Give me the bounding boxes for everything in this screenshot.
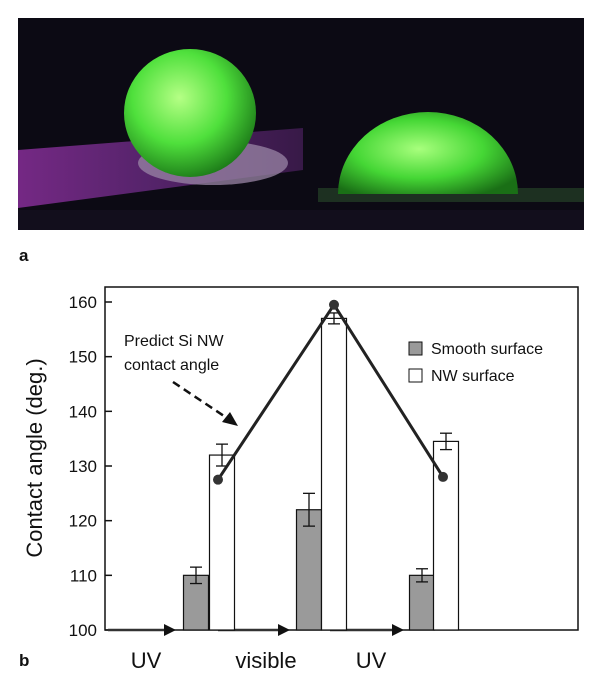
y-tick-label: 110 <box>70 566 97 585</box>
annotation-dashed-arrow <box>172 380 231 422</box>
annotation-arrowhead <box>222 412 238 426</box>
bars <box>182 317 460 631</box>
bar-nw-surface <box>432 440 460 631</box>
x-category-label: UV <box>356 648 387 673</box>
y-tick-label: 100 <box>69 621 97 640</box>
x-axis-categories: UV visible UV <box>131 648 387 673</box>
y-axis-ticks: 100 110 120 130 140 150 160 <box>69 293 112 640</box>
bar-smooth-surface <box>295 509 323 631</box>
contact-angle-chart: 100 110 120 130 140 150 160 Contact angle (deg… <box>22 286 579 673</box>
annotation-line-2: contact angle <box>124 357 219 374</box>
x-category-label: visible <box>235 648 296 673</box>
legend-label-nw: NW surface <box>431 368 515 385</box>
bar-smooth-surface <box>408 574 436 631</box>
water-droplets-photo <box>18 18 584 230</box>
prediction-point <box>329 299 339 310</box>
annotation-line-1: Predict Si NW <box>124 333 224 350</box>
legend-swatch-smooth <box>408 341 423 356</box>
y-tick-label: 120 <box>69 512 97 531</box>
y-tick-label: 130 <box>69 457 97 476</box>
panel-a-label: a <box>19 246 29 265</box>
axis-arrows <box>108 624 404 636</box>
prediction-point <box>213 474 223 485</box>
y-tick-label: 140 <box>69 402 97 421</box>
bar-nw-surface <box>208 454 236 631</box>
y-axis-label: Contact angle (deg.) <box>22 358 47 557</box>
legend-label-smooth: Smooth surface <box>431 341 543 358</box>
prediction-annotation: Predict Si NW contact angle <box>124 333 238 426</box>
baseline-arrowhead <box>164 624 176 636</box>
bar-nw-surface <box>320 317 348 631</box>
panel-b-label: b <box>19 651 30 670</box>
x-category-label: UV <box>131 648 162 673</box>
y-tick-label: 160 <box>69 293 97 312</box>
legend: Smooth surface NW surface <box>408 341 543 385</box>
prediction-point <box>438 471 448 482</box>
error-bars <box>190 312 452 585</box>
y-tick-label: 150 <box>69 348 97 367</box>
legend-swatch-nw <box>408 368 423 383</box>
prediction-line-group <box>213 299 448 485</box>
baseline-arrowhead <box>392 624 404 636</box>
baseline-arrowhead <box>278 624 290 636</box>
